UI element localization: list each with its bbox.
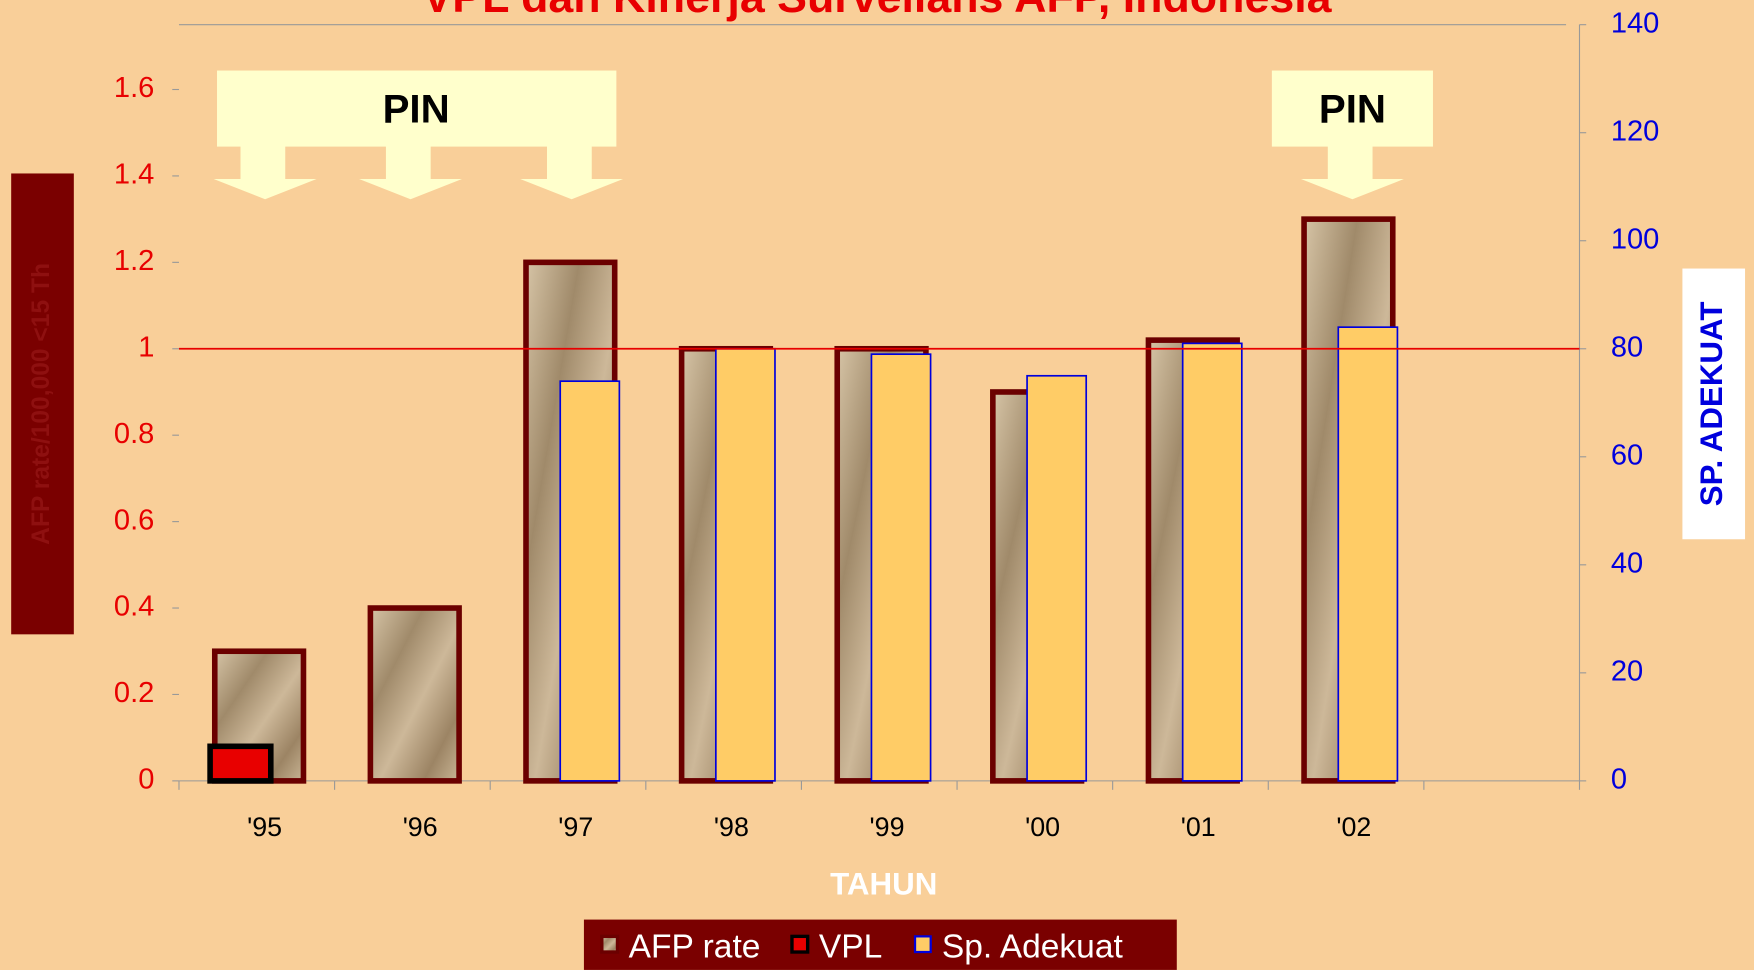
legend-label: VPL [819,929,882,966]
bar [207,743,274,784]
pin-arrows [213,134,1404,200]
bar [1337,326,1399,782]
x-tick-label: '98 [714,812,749,842]
y-label-box [11,173,74,635]
y-axis-label: AFP rate/100,000 <15 Th [28,263,55,545]
y-tick-label: 1 [138,331,154,363]
x-tick-label: '95 [247,812,282,842]
y2-tick-label: 60 [1611,439,1643,471]
bar [715,347,776,782]
legend-swatch [913,935,932,954]
x-tick-label: '96 [403,812,438,842]
y2-tick-label: 120 [1611,115,1660,147]
y-tick-label: 0.6 [114,504,154,536]
bar [870,353,932,782]
legend-swatch [600,934,620,954]
legend-swatch [790,934,810,954]
y-tick-label: 0.2 [114,677,154,709]
x-tick-label: '99 [870,812,905,842]
y2-axis-label: SP. ADEKUAT [1694,302,1729,507]
y-tick-label: 0.8 [114,418,154,450]
y-tick-label: 1.6 [114,72,154,104]
x-tick-label: '01 [1181,812,1216,842]
x-axis-label: TAHUN [830,866,937,901]
y2-tick-label: 100 [1611,223,1660,255]
y2-tick-label: 0 [1611,764,1627,796]
y2-tick-label: 140 [1611,7,1660,39]
y-tick-label: 1.4 [114,159,154,191]
bar [559,380,621,782]
bar [1026,374,1088,782]
y-tick-label: 0.4 [114,591,154,623]
y-tick-label: 0 [138,764,154,796]
y-tick-label: 1.2 [114,245,154,277]
y2-tick-label: 20 [1611,656,1643,688]
bar [1181,342,1243,782]
x-tick-label: '00 [1025,812,1060,842]
legend-label: Sp. Adekuat [942,929,1124,966]
bar [367,605,462,784]
annotation: PIN [1319,87,1386,132]
pin-box [1271,70,1433,147]
y2-tick-label: 80 [1611,331,1643,363]
x-tick-label: '97 [558,812,593,842]
y2-label-box [1682,268,1746,540]
annotation: PIN [383,87,450,132]
x-tick-label: '02 [1336,812,1371,842]
legend-label: AFP rate [629,929,761,966]
y2-tick-label: 40 [1611,548,1643,580]
legend [583,919,1177,970]
chart-title: VPL dan Kinerja Surveilans AFP, Indonesi… [422,0,1332,22]
pin-box [217,70,617,147]
